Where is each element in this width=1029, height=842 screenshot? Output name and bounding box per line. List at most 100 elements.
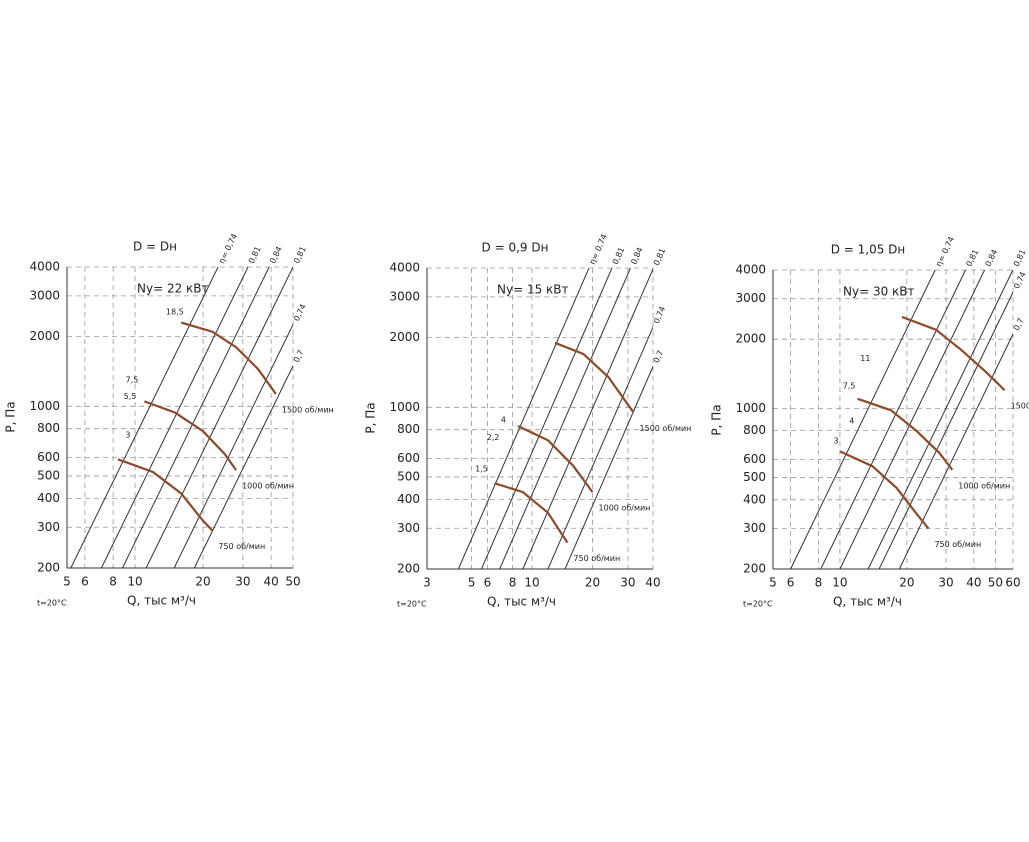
efficiency-line xyxy=(173,323,293,568)
y-axis-label: P, Па xyxy=(710,404,724,435)
y-tick-label: 400 xyxy=(743,492,766,506)
y-tick-label: 800 xyxy=(743,423,766,437)
y-tick-label: 600 xyxy=(743,452,766,466)
efficiency-line xyxy=(564,365,653,569)
x-tick-label: 30 xyxy=(620,576,635,590)
annotation: 3 xyxy=(833,437,838,446)
efficiency-line xyxy=(820,270,966,569)
efficiency-line xyxy=(867,270,1013,569)
y-tick-label: 200 xyxy=(397,562,420,576)
plot-area xyxy=(457,268,653,569)
y-tick-label: 2000 xyxy=(29,329,60,343)
y-tick-label: 500 xyxy=(743,470,766,484)
y-tick-label: 300 xyxy=(37,520,60,534)
panel: 5 6 8 10 20 30 40 50 60 200 300 400 500 600 800 1000 200… xyxy=(710,235,1029,608)
x-tick-label: 60 xyxy=(1005,576,1020,590)
y-tick-label: 200 xyxy=(37,561,60,575)
y-tick-label: 3000 xyxy=(29,288,60,302)
power-label: Nу= 15 кВт xyxy=(497,283,569,297)
y-tick-label: 1000 xyxy=(735,401,766,415)
x-tick-label: 6 xyxy=(484,576,492,590)
x-tick-label: 50 xyxy=(285,575,300,589)
y-tick-label: 300 xyxy=(397,521,420,535)
rpm-label: 1500 об/мин xyxy=(640,424,692,433)
efficiency-line xyxy=(457,268,590,569)
rpm-label: 1500 об/мин xyxy=(1011,402,1029,411)
panel-title: D = 0,9 Dн xyxy=(482,241,549,255)
rpm-label: 1500 об/мин xyxy=(282,406,334,415)
y-tick-label: 600 xyxy=(397,451,420,465)
x-tick-label: 8 xyxy=(109,575,117,589)
note: t=20°C xyxy=(37,599,67,608)
x-tick-label: 5 xyxy=(769,576,777,590)
x-tick-label: 10 xyxy=(524,576,539,590)
annotation: 7,5 xyxy=(126,375,139,384)
x-tick-label: 30 xyxy=(938,576,953,590)
rpm-curve xyxy=(144,400,237,471)
y-tick-label: 3000 xyxy=(735,291,766,305)
annotation: 11 xyxy=(860,354,870,363)
plot-area xyxy=(70,267,293,568)
x-tick-label: 20 xyxy=(899,576,914,590)
x-axis-label: Q, тыс м³/ч xyxy=(833,595,902,609)
x-tick-label: 3 xyxy=(423,576,431,590)
power-label: Nу= 30 кВт xyxy=(843,285,915,299)
x-tick-label: 40 xyxy=(263,575,278,589)
x-axis-label: Q, тыс м³/ч xyxy=(487,595,556,609)
power-label: Nу= 22 кВт xyxy=(137,282,209,296)
annotation: 4 xyxy=(501,416,506,425)
x-tick-label: 8 xyxy=(509,576,517,590)
rpm-curve xyxy=(901,315,1006,391)
x-tick-label: 5 xyxy=(63,575,71,589)
plot-area xyxy=(790,270,1013,569)
y-tick-label: 3000 xyxy=(389,289,420,303)
y-tick-label: 1000 xyxy=(389,400,420,414)
rpm-label: 1000 об/мин xyxy=(958,481,1010,490)
annotation: 4 xyxy=(849,417,854,426)
y-axis-label: P, Па xyxy=(4,401,18,432)
x-tick-label: 10 xyxy=(832,576,847,590)
note: t=20°C xyxy=(743,600,773,609)
note: t=20°C xyxy=(397,600,427,609)
rpm-label: 750 об/мин xyxy=(934,540,981,549)
annotation: 1,5 xyxy=(475,465,488,474)
efficiency-line xyxy=(839,270,986,569)
y-tick-label: 1000 xyxy=(29,399,60,413)
x-tick-label: 8 xyxy=(815,576,823,590)
y-tick-label: 2000 xyxy=(735,332,766,346)
rpm-curve xyxy=(180,321,277,395)
y-tick-label: 200 xyxy=(743,562,766,576)
rpm-curve xyxy=(117,458,214,532)
efficiency-line xyxy=(878,291,1013,569)
rpm-label: 1000 об/мин xyxy=(599,504,651,513)
y-tick-label: 400 xyxy=(37,491,60,505)
rpm-label: 1000 об/мин xyxy=(242,482,294,491)
y-tick-label: 500 xyxy=(397,469,420,483)
x-tick-label: 20 xyxy=(195,575,210,589)
x-tick-label: 50 xyxy=(988,576,1003,590)
rpm-label: 750 об/мин xyxy=(218,542,265,551)
efficiency-line xyxy=(499,268,631,569)
x-tick-label: 5 xyxy=(468,576,476,590)
rpm-curve xyxy=(839,450,930,530)
annotation: 18,5 xyxy=(166,308,184,317)
y-tick-label: 4000 xyxy=(735,263,766,277)
rpm-curve xyxy=(494,482,569,544)
x-tick-label: 40 xyxy=(645,576,660,590)
rpm-label: 750 об/мин xyxy=(573,554,620,563)
efficiency-line xyxy=(193,364,293,568)
panel-title: D = Dн xyxy=(133,240,177,254)
efficiency-line xyxy=(480,268,613,569)
panel-title: D = 1,05 Dн xyxy=(831,243,906,257)
annotation: 5,5 xyxy=(124,392,137,401)
y-tick-label: 4000 xyxy=(389,261,420,275)
efficiency-line xyxy=(70,267,219,568)
y-tick-label: 300 xyxy=(743,521,766,535)
x-tick-label: 10 xyxy=(127,575,142,589)
efficiency-line xyxy=(547,325,653,569)
y-tick-label: 600 xyxy=(37,450,60,464)
x-tick-label: 6 xyxy=(787,576,795,590)
y-tick-label: 800 xyxy=(37,421,60,435)
x-tick-label: 20 xyxy=(585,576,600,590)
